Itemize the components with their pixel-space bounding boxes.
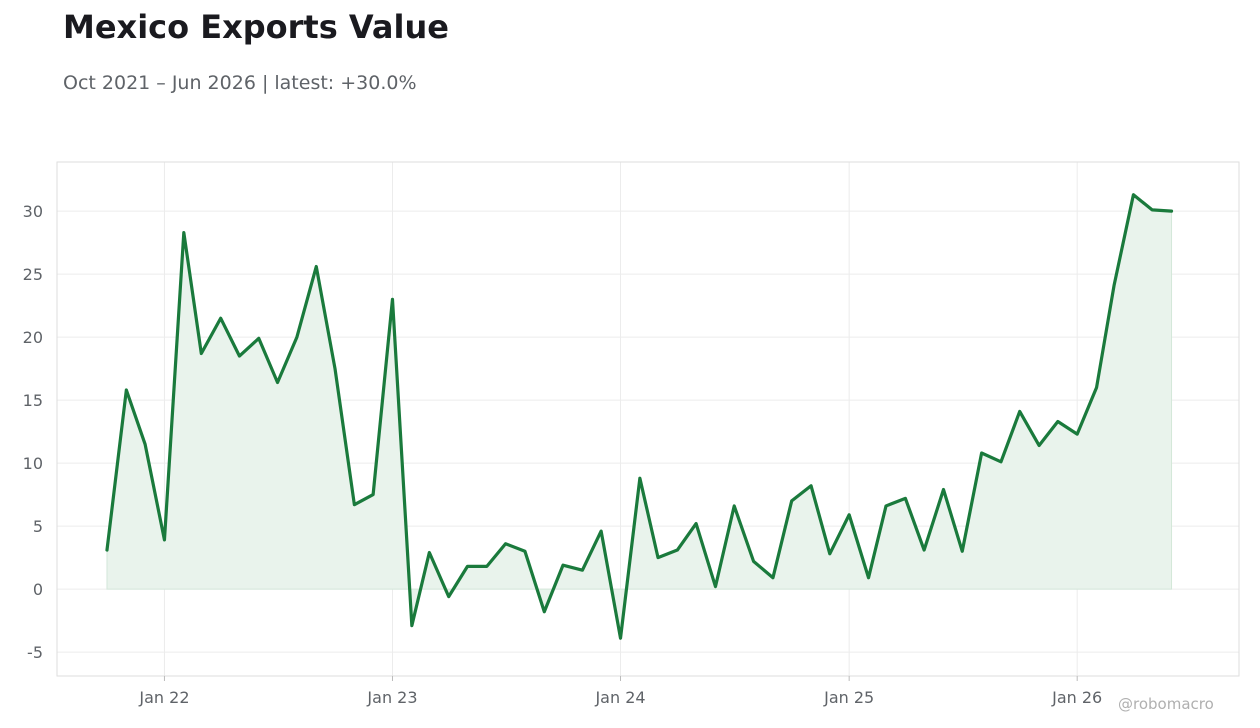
y-tick-label: 0 xyxy=(33,580,43,599)
y-tick-label: 30 xyxy=(23,202,43,221)
x-tick-label: Jan 23 xyxy=(366,688,417,707)
series-line xyxy=(105,193,1174,640)
watermark: @robomacro xyxy=(1118,695,1214,713)
y-tick-label: -5 xyxy=(27,643,43,662)
y-tick-label: 20 xyxy=(23,328,43,347)
chart-title: Mexico Exports Value xyxy=(63,8,449,46)
y-tick-label: 15 xyxy=(23,391,43,410)
y-tick-label: 25 xyxy=(23,265,43,284)
x-tick-label: Jan 22 xyxy=(138,688,189,707)
y-tick-label: 5 xyxy=(33,517,43,536)
y-tick-label: 10 xyxy=(23,454,43,473)
x-tick-label: Jan 25 xyxy=(823,688,874,707)
x-tick-label: Jan 24 xyxy=(594,688,645,707)
chart-subtitle: Oct 2021 – Jun 2026 | latest: +30.0% xyxy=(63,72,417,94)
series-area-fill xyxy=(106,193,1173,639)
plot-frame xyxy=(56,161,1240,677)
x-tick-label: Jan 26 xyxy=(1051,688,1102,707)
